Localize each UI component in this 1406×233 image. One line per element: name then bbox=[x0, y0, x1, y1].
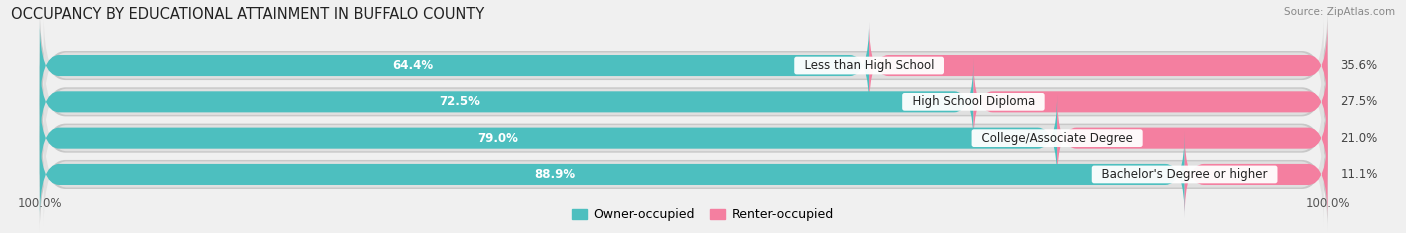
FancyBboxPatch shape bbox=[1057, 94, 1327, 182]
FancyBboxPatch shape bbox=[869, 22, 1327, 110]
FancyBboxPatch shape bbox=[44, 50, 1323, 154]
FancyBboxPatch shape bbox=[1185, 130, 1327, 218]
Text: Bachelor's Degree or higher: Bachelor's Degree or higher bbox=[1094, 168, 1275, 181]
FancyBboxPatch shape bbox=[44, 13, 1323, 118]
Text: OCCUPANCY BY EDUCATIONAL ATTAINMENT IN BUFFALO COUNTY: OCCUPANCY BY EDUCATIONAL ATTAINMENT IN B… bbox=[11, 7, 485, 22]
FancyBboxPatch shape bbox=[39, 130, 1185, 218]
Text: Source: ZipAtlas.com: Source: ZipAtlas.com bbox=[1284, 7, 1395, 17]
FancyBboxPatch shape bbox=[44, 86, 1323, 190]
FancyBboxPatch shape bbox=[39, 80, 1327, 196]
Text: 79.0%: 79.0% bbox=[477, 132, 517, 145]
Text: 100.0%: 100.0% bbox=[17, 197, 62, 210]
FancyBboxPatch shape bbox=[973, 58, 1327, 146]
FancyBboxPatch shape bbox=[39, 7, 1327, 124]
Text: 35.6%: 35.6% bbox=[1340, 59, 1378, 72]
Text: 72.5%: 72.5% bbox=[440, 95, 481, 108]
Text: High School Diploma: High School Diploma bbox=[904, 95, 1042, 108]
FancyBboxPatch shape bbox=[39, 58, 973, 146]
Text: 27.5%: 27.5% bbox=[1340, 95, 1378, 108]
Text: 64.4%: 64.4% bbox=[392, 59, 433, 72]
Text: 88.9%: 88.9% bbox=[534, 168, 575, 181]
Legend: Owner-occupied, Renter-occupied: Owner-occupied, Renter-occupied bbox=[568, 203, 838, 226]
FancyBboxPatch shape bbox=[39, 44, 1327, 160]
Text: College/Associate Degree: College/Associate Degree bbox=[974, 132, 1140, 145]
FancyBboxPatch shape bbox=[39, 94, 1057, 182]
Text: 100.0%: 100.0% bbox=[1305, 197, 1350, 210]
FancyBboxPatch shape bbox=[44, 122, 1323, 227]
Text: 11.1%: 11.1% bbox=[1340, 168, 1378, 181]
Text: 21.0%: 21.0% bbox=[1340, 132, 1378, 145]
FancyBboxPatch shape bbox=[39, 116, 1327, 233]
FancyBboxPatch shape bbox=[39, 22, 869, 110]
Text: Less than High School: Less than High School bbox=[797, 59, 942, 72]
